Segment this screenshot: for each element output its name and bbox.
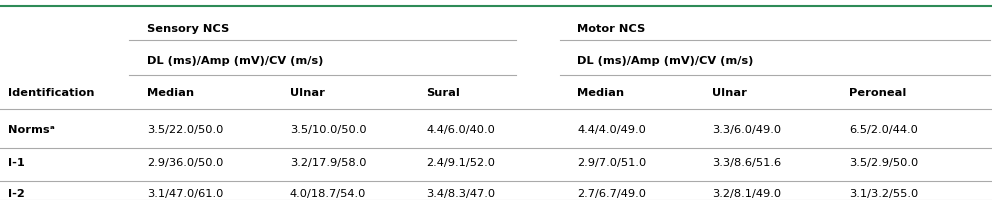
Text: Peroneal: Peroneal [849,88,907,98]
Text: 3.5/10.0/50.0: 3.5/10.0/50.0 [290,125,366,135]
Text: Identification: Identification [8,88,94,98]
Text: 3.5/22.0/50.0: 3.5/22.0/50.0 [147,125,223,135]
Text: Ulnar: Ulnar [290,88,324,98]
Text: 6.5/2.0/44.0: 6.5/2.0/44.0 [849,125,918,135]
Text: Median: Median [147,88,194,98]
Text: 3.3/6.0/49.0: 3.3/6.0/49.0 [712,125,782,135]
Text: 3.2/17.9/58.0: 3.2/17.9/58.0 [290,158,366,168]
Text: 2.9/7.0/51.0: 2.9/7.0/51.0 [577,158,647,168]
Text: Motor NCS: Motor NCS [577,24,646,34]
Text: 3.1/47.0/61.0: 3.1/47.0/61.0 [147,189,223,199]
Text: 3.3/8.6/51.6: 3.3/8.6/51.6 [712,158,782,168]
Text: Sural: Sural [427,88,460,98]
Text: Median: Median [577,88,625,98]
Text: Normsᵃ: Normsᵃ [8,125,55,135]
Text: 4.0/18.7/54.0: 4.0/18.7/54.0 [290,189,366,199]
Text: 3.5/2.9/50.0: 3.5/2.9/50.0 [849,158,919,168]
Text: DL (ms)/Amp (mV)/CV (m/s): DL (ms)/Amp (mV)/CV (m/s) [147,56,323,66]
Text: 2.7/6.7/49.0: 2.7/6.7/49.0 [577,189,647,199]
Text: 2.4/9.1/52.0: 2.4/9.1/52.0 [427,158,496,168]
Text: 2.9/36.0/50.0: 2.9/36.0/50.0 [147,158,223,168]
Text: Sensory NCS: Sensory NCS [147,24,229,34]
Text: I-2: I-2 [8,189,25,199]
Text: 4.4/6.0/40.0: 4.4/6.0/40.0 [427,125,495,135]
Text: 3.1/3.2/55.0: 3.1/3.2/55.0 [849,189,919,199]
Text: 3.2/8.1/49.0: 3.2/8.1/49.0 [712,189,782,199]
Text: 3.4/8.3/47.0: 3.4/8.3/47.0 [427,189,496,199]
Text: 4.4/4.0/49.0: 4.4/4.0/49.0 [577,125,646,135]
Text: I-1: I-1 [8,158,25,168]
Text: Ulnar: Ulnar [712,88,747,98]
Text: DL (ms)/Amp (mV)/CV (m/s): DL (ms)/Amp (mV)/CV (m/s) [577,56,754,66]
